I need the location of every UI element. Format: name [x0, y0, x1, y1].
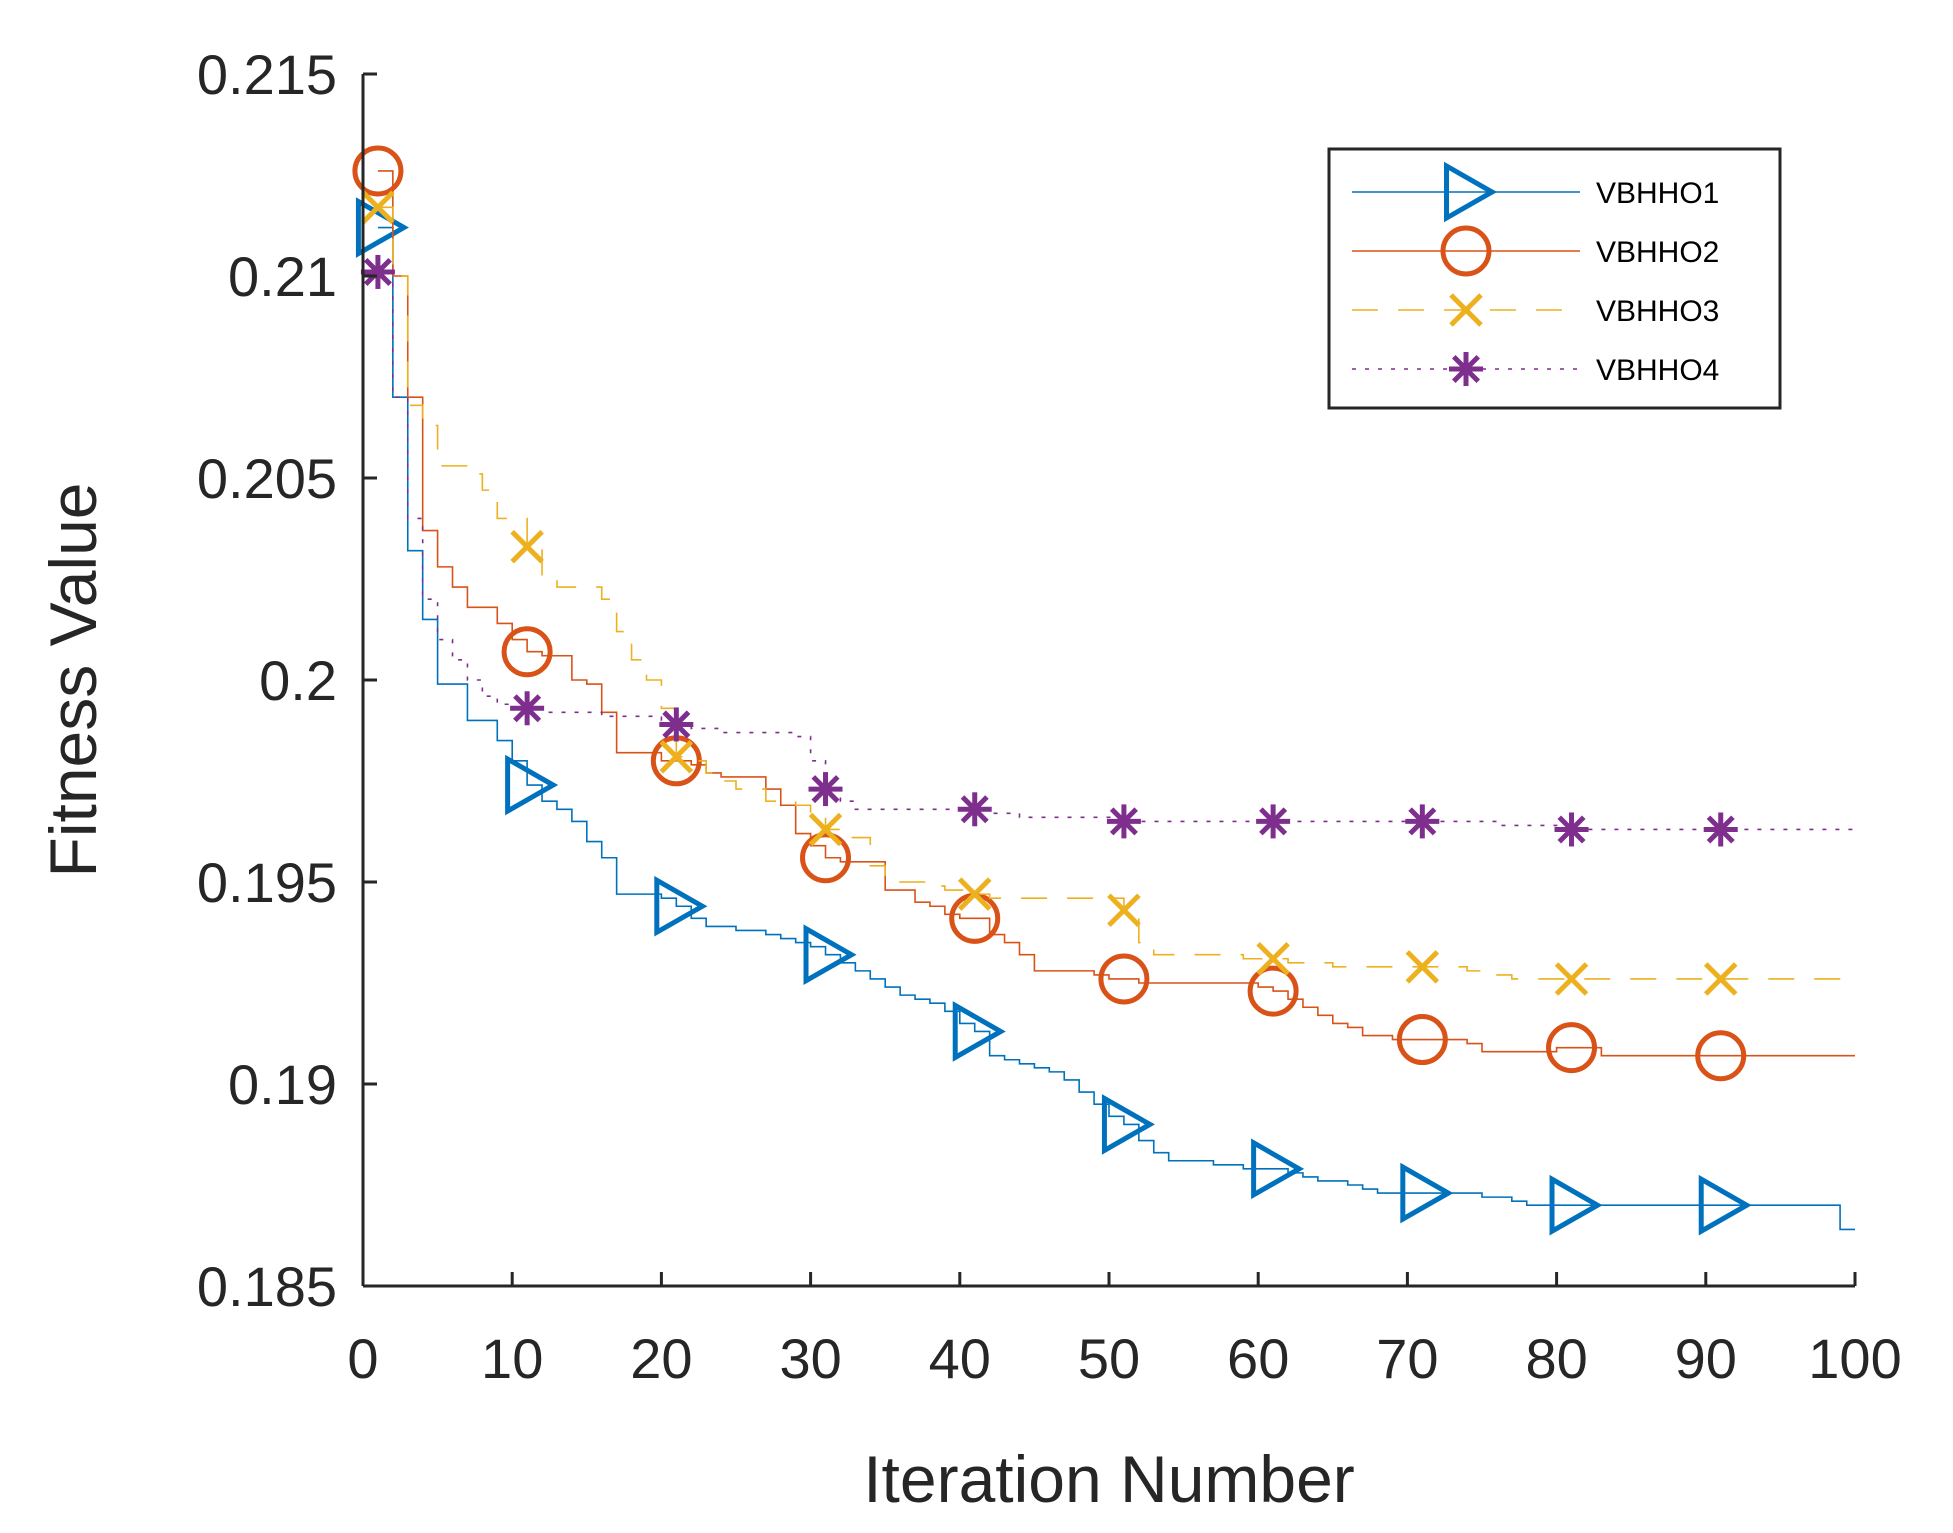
series-line-vbhho2 — [377, 170, 1855, 1057]
series-vbhho1 — [355, 197, 1855, 1236]
data-point-marker — [1098, 953, 1150, 1005]
x-tick-label: 30 — [779, 1327, 841, 1390]
x-tick-label: 70 — [1376, 1327, 1438, 1390]
x-tick-label: 0 — [347, 1327, 378, 1390]
legend-label: VBHHO1 — [1596, 177, 1719, 210]
x-tick-label: 50 — [1078, 1327, 1140, 1390]
legend-entry-vbhho2: VBHHO2 — [1352, 225, 1719, 277]
data-point-marker — [1247, 965, 1299, 1017]
data-point-marker — [800, 832, 852, 884]
series-line-vbhho3 — [377, 206, 1855, 980]
data-point-marker — [957, 877, 992, 911]
x-tick-label: 10 — [481, 1327, 543, 1390]
y-tick-label: 0.195 — [197, 851, 337, 914]
series-line-vbhho1 — [377, 226, 1855, 1231]
data-point-marker — [1106, 804, 1141, 839]
legend-label: VBHHO4 — [1596, 354, 1719, 387]
data-point-marker — [1549, 1174, 1603, 1236]
data-point-marker — [1400, 1162, 1454, 1224]
legend-entry-vbhho4: VBHHO4 — [1352, 352, 1719, 387]
legend-label: VBHHO3 — [1596, 295, 1719, 328]
x-tick-label: 80 — [1525, 1327, 1587, 1390]
legend-marker — [1449, 293, 1483, 327]
data-point-marker — [1703, 812, 1738, 847]
series-vbhho4 — [360, 254, 1855, 847]
y-ticks: 0.185 0.19 0.195 0.2 0.205 0.21 0.215 — [197, 43, 377, 1318]
y-tick-label: 0.215 — [197, 43, 337, 106]
data-point-marker — [1405, 804, 1440, 839]
data-point-marker — [1107, 893, 1141, 928]
data-point-marker — [1554, 962, 1589, 996]
data-point-marker — [808, 812, 843, 847]
data-point-marker — [501, 626, 553, 678]
data-point-marker — [361, 190, 395, 225]
data-point-marker — [952, 1001, 1006, 1062]
y-tick-label: 0.21 — [228, 245, 337, 308]
legend-entry-vbhho3: VBHHO3 — [1352, 293, 1719, 328]
x-tick-label: 100 — [1808, 1327, 1901, 1390]
data-point-marker — [659, 707, 694, 742]
data-point-marker — [505, 754, 559, 816]
data-point-marker — [355, 197, 409, 258]
data-point-marker — [1703, 962, 1738, 996]
data-point-marker — [659, 739, 694, 774]
y-tick-label: 0.185 — [197, 1255, 337, 1318]
data-point-marker — [1698, 1174, 1752, 1236]
series-vbhho3 — [361, 190, 1855, 996]
x-tick-label: 20 — [630, 1327, 692, 1390]
data-point-marker — [1101, 1094, 1155, 1155]
series-layer — [352, 145, 1855, 1236]
x-tick-label: 90 — [1675, 1327, 1737, 1390]
data-point-marker — [352, 145, 404, 197]
x-axis-title: Iteration Number — [863, 1442, 1355, 1516]
data-point-marker — [1396, 1014, 1448, 1066]
data-point-marker — [1695, 1030, 1747, 1082]
data-point-marker — [510, 529, 544, 564]
legend-entry-vbhho1: VBHHO1 — [1352, 161, 1719, 223]
y-axis-title: Fitness Value — [36, 483, 110, 878]
data-point-marker — [803, 924, 857, 986]
y-tick-label: 0.19 — [228, 1053, 337, 1116]
data-point-marker — [957, 792, 992, 827]
data-point-marker — [1256, 941, 1290, 976]
data-point-marker — [1405, 950, 1440, 984]
legend-label: VBHHO2 — [1596, 236, 1719, 269]
data-point-marker — [808, 772, 843, 807]
legend-marker — [1440, 225, 1492, 277]
x-ticks: 0 10 20 30 40 50 60 70 80 90 100 — [347, 1272, 1902, 1390]
y-tick-label: 0.205 — [197, 447, 337, 510]
data-point-marker — [1554, 812, 1589, 847]
data-point-marker — [1546, 1022, 1598, 1074]
y-tick-label: 0.2 — [259, 649, 337, 712]
data-point-marker — [360, 254, 395, 289]
x-tick-label: 40 — [929, 1327, 991, 1390]
legend: VBHHO1 VBHHO2 VBHHO3 VBHHO4 — [1327, 147, 1782, 410]
data-point-marker — [510, 691, 545, 726]
data-point-marker — [654, 875, 708, 937]
legend-marker — [1449, 352, 1483, 386]
legend-marker — [1444, 161, 1498, 223]
data-point-marker — [1251, 1138, 1305, 1200]
x-tick-label: 60 — [1227, 1327, 1289, 1390]
data-point-marker — [1256, 804, 1291, 839]
